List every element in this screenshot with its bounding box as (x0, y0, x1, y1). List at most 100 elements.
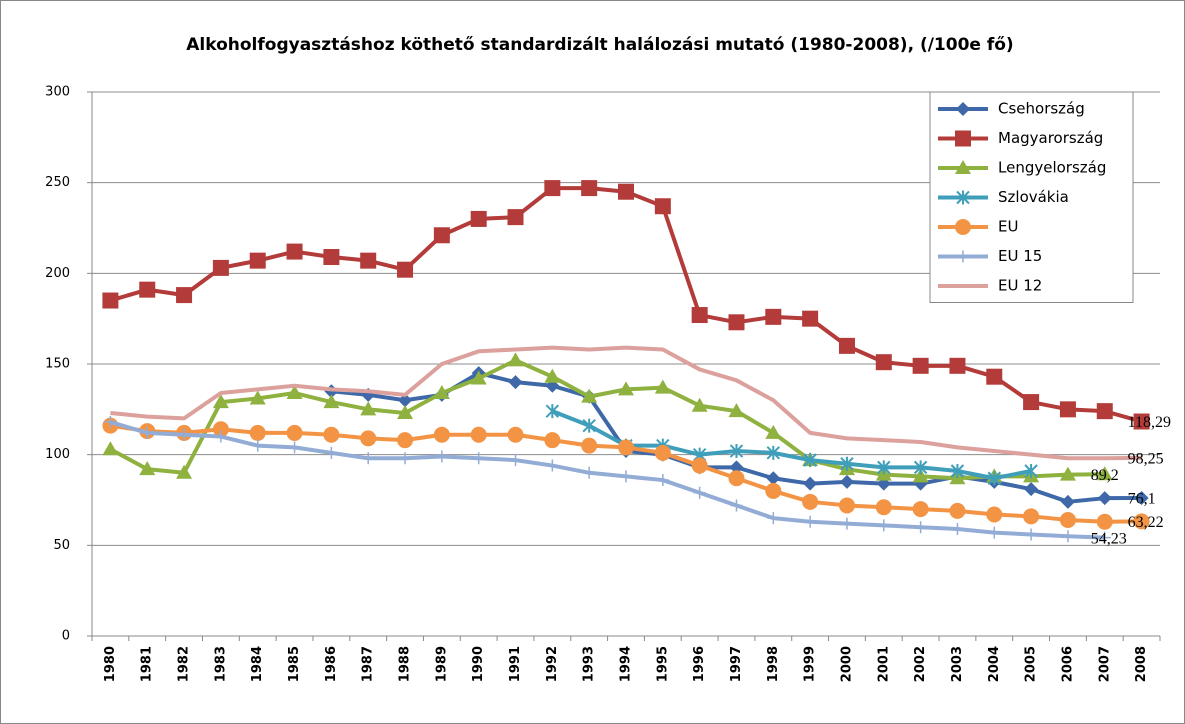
legend-label: EU 12 (998, 277, 1042, 295)
marker (693, 486, 706, 499)
marker (913, 460, 928, 475)
marker (323, 249, 340, 266)
marker (1059, 466, 1076, 481)
marker (286, 385, 303, 400)
marker (728, 470, 745, 487)
marker (618, 183, 634, 200)
data-label: 63,22 (1128, 514, 1164, 531)
marker (433, 385, 450, 400)
marker (1024, 463, 1038, 478)
marker (249, 424, 266, 441)
marker (1024, 482, 1039, 497)
marker (581, 180, 598, 197)
marker (802, 493, 819, 510)
x-tick-label: 1989 (434, 646, 449, 682)
x-tick-label: 1991 (508, 646, 523, 682)
marker (988, 526, 1001, 539)
marker (728, 314, 745, 331)
chart-title: Alkoholfogyasztáshoz köthető standardizá… (186, 35, 1013, 55)
marker (288, 441, 301, 454)
marker (765, 308, 782, 325)
marker (618, 439, 634, 456)
marker (214, 430, 227, 443)
marker (1134, 491, 1149, 506)
marker (397, 404, 414, 419)
marker (951, 523, 964, 536)
marker (544, 432, 561, 449)
marker (1098, 531, 1111, 544)
marker (838, 337, 855, 354)
marker (399, 452, 412, 465)
marker (509, 454, 522, 467)
marker (654, 444, 671, 461)
series-line (110, 345, 1142, 461)
marker (1096, 513, 1113, 530)
marker (178, 428, 191, 441)
marker (840, 456, 854, 471)
y-tick-label: 200 (45, 266, 70, 281)
x-tick-label: 1992 (545, 646, 560, 682)
legend-label: EU 15 (998, 247, 1042, 265)
marker (802, 310, 819, 327)
marker (102, 292, 119, 309)
marker (1023, 508, 1040, 525)
x-tick-label: 1988 (398, 646, 413, 682)
marker (360, 252, 377, 269)
marker (838, 497, 855, 514)
y-tick-label: 150 (45, 357, 70, 372)
x-tick-label: 1997 (729, 646, 744, 682)
marker (286, 243, 303, 260)
marker (470, 370, 487, 385)
x-tick-label: 1990 (471, 646, 486, 682)
marker (249, 252, 266, 269)
marker (618, 381, 634, 396)
marker (1097, 491, 1112, 506)
x-tick-label: 1998 (766, 646, 781, 682)
marker (803, 476, 818, 491)
marker (766, 445, 781, 460)
marker (323, 394, 340, 409)
y-tick-label: 250 (45, 175, 70, 190)
marker (360, 430, 377, 447)
marker (397, 261, 414, 278)
marker (656, 474, 669, 487)
marker (398, 393, 413, 408)
x-tick-label: 1996 (692, 646, 707, 682)
series-line (109, 420, 1105, 540)
y-tick-label: 50 (53, 538, 70, 553)
marker (729, 444, 744, 459)
marker (360, 401, 377, 416)
marker (877, 519, 890, 532)
x-tick-label: 2007 (1097, 646, 1112, 682)
marker (251, 439, 264, 452)
x-tick-label: 1982 (177, 646, 192, 682)
marker (286, 424, 303, 441)
x-tick-label: 1981 (140, 646, 155, 682)
marker (470, 210, 487, 227)
marker (325, 446, 338, 459)
marker (546, 459, 559, 472)
legend-label: Magyarország (998, 129, 1103, 147)
marker (212, 421, 229, 438)
marker (956, 190, 970, 205)
x-tick-label: 2003 (950, 646, 965, 682)
marker (620, 470, 632, 483)
marker (955, 219, 971, 235)
x-tick-label: 1995 (655, 646, 670, 682)
x-tick-label: 2002 (913, 646, 928, 682)
x-tick-label: 1993 (582, 646, 597, 682)
marker (1133, 513, 1150, 530)
marker (654, 379, 671, 394)
marker (1133, 413, 1150, 430)
marker (957, 250, 969, 263)
marker (987, 471, 1001, 486)
data-label: 54,23 (1091, 530, 1127, 547)
marker (803, 453, 817, 468)
marker (1025, 528, 1038, 541)
marker (765, 424, 782, 439)
marker (1061, 530, 1074, 543)
legend-label: EU (998, 218, 1018, 236)
x-tick-label: 1999 (803, 646, 818, 682)
marker (507, 209, 524, 226)
